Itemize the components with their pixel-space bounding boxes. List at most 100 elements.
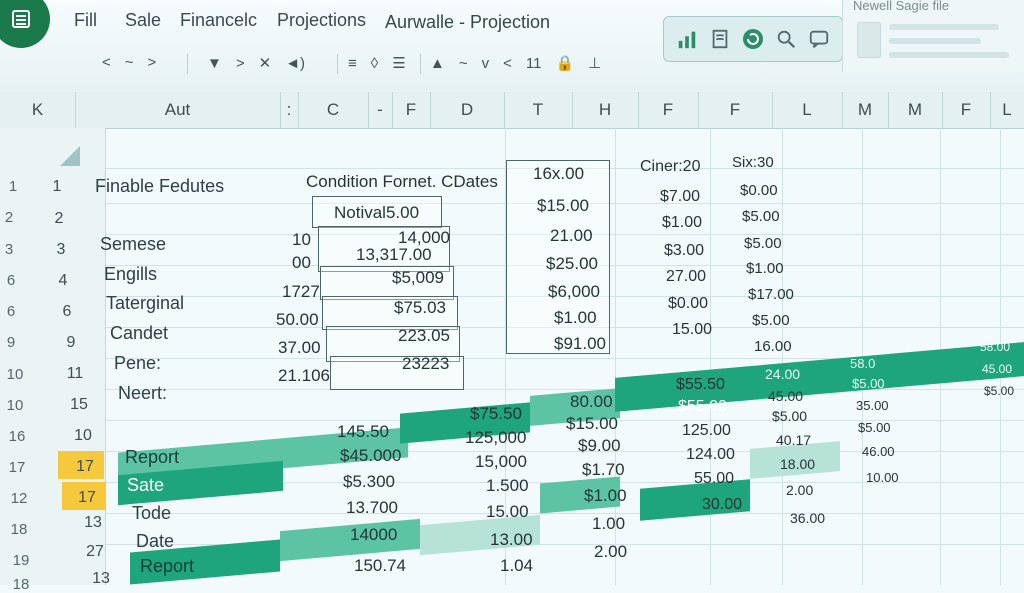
sheet-title-cell[interactable]: Finable Fedutes <box>95 176 225 196</box>
menu-file[interactable]: Fill <box>74 10 97 30</box>
refresh-icon[interactable] <box>741 27 765 51</box>
cell-value[interactable]: 18.00 <box>780 456 816 472</box>
fill-color-icon[interactable]: ◊ <box>370 54 379 72</box>
cell-value[interactable]: 1727 <box>282 282 320 301</box>
cell-value[interactable]: 21.00 <box>550 226 593 245</box>
cell-value[interactable]: 10 <box>292 230 311 249</box>
tilde-icon[interactable]: ~ <box>124 54 134 71</box>
cell-value[interactable]: $5.00 <box>742 208 780 225</box>
chevron-down-icon[interactable]: v <box>481 54 490 72</box>
document-icon[interactable] <box>708 27 732 51</box>
cell-value[interactable]: $5.00 <box>744 235 782 252</box>
select-all-corner[interactable] <box>60 146 80 166</box>
cell-value[interactable]: $15.00 <box>537 196 589 215</box>
cell-value[interactable]: 125.00 <box>682 422 731 439</box>
cell-value[interactable]: $9.00 <box>578 436 621 455</box>
row-number[interactable]: 11 <box>66 365 84 382</box>
cell-value[interactable]: $5.300 <box>343 472 395 491</box>
cell-value[interactable]: $25.00 <box>546 254 598 273</box>
cell-value[interactable]: $17.00 <box>748 286 794 303</box>
cell-value[interactable]: Notival5.00 <box>334 203 420 222</box>
cell-value[interactable]: $7.00 <box>660 188 701 205</box>
filter-icon[interactable]: ▼ <box>207 54 222 72</box>
cell-value[interactable]: 15.00 <box>672 321 713 338</box>
cell-value[interactable]: $5,009 <box>392 268 444 287</box>
ciner-header[interactable]: Ciner:20 <box>640 158 701 175</box>
column-header[interactable]: : <box>280 92 299 128</box>
row-number[interactable]: 6 <box>6 272 16 289</box>
row-number[interactable]: 13 <box>84 514 102 531</box>
speaker-icon[interactable]: ◄) <box>285 54 306 72</box>
cell-value[interactable]: $1.00 <box>662 214 703 231</box>
cell-value[interactable]: 00 <box>292 253 311 272</box>
list-icon[interactable]: ☰ <box>392 55 406 72</box>
row-label[interactable]: Neert: <box>118 383 168 403</box>
cell-value[interactable]: 10.00 <box>866 470 899 485</box>
column-header[interactable]: K <box>0 92 76 128</box>
cell-value[interactable]: 27.00 <box>666 268 707 285</box>
row-number[interactable]: 6 <box>6 303 16 320</box>
row-number[interactable]: 13 <box>92 570 110 587</box>
cell-value[interactable]: 125,000 <box>465 428 527 447</box>
cell-value[interactable]: $0.00 <box>668 295 709 312</box>
cell-value[interactable]: $1.00 <box>554 308 597 327</box>
column-header[interactable]: D <box>430 92 505 128</box>
cell-value[interactable]: $5.00 <box>858 420 891 435</box>
cell-value[interactable]: 16.00 <box>754 338 792 355</box>
column-header[interactable]: F <box>698 92 773 128</box>
row-number[interactable]: 6 <box>62 303 72 320</box>
row-number[interactable]: 2 <box>4 209 14 226</box>
row-number[interactable]: 27 <box>86 543 104 560</box>
cell-value[interactable]: 1.500 <box>486 476 529 495</box>
row-number[interactable]: 2 <box>54 210 64 227</box>
row-number[interactable]: 16 <box>8 428 26 445</box>
column-header[interactable]: T <box>504 92 573 128</box>
cell-value[interactable]: 15,000 <box>475 452 527 471</box>
cell-value[interactable]: 45.00 <box>982 362 1013 376</box>
cell-value[interactable]: $5.00 <box>984 384 1015 398</box>
cell-value[interactable]: $1.70 <box>582 460 625 479</box>
cell-value[interactable]: 58.0 <box>850 356 876 371</box>
close-icon[interactable]: ✕ <box>258 55 272 72</box>
back-arrow-icon[interactable]: < <box>102 54 111 71</box>
row-number[interactable]: 12 <box>10 490 28 507</box>
cell-value[interactable]: $5.00 <box>752 312 790 329</box>
condition-format-header[interactable]: Condition Fornet. CDates <box>306 172 498 191</box>
cell-value[interactable]: 124.00 <box>686 446 735 463</box>
cell-value[interactable]: $1.00 <box>584 486 627 505</box>
cell-value[interactable]: 145.50 <box>337 422 389 441</box>
cell-value[interactable]: 1.04 <box>500 556 534 575</box>
chevron-left-icon[interactable]: < <box>503 54 512 72</box>
warning-icon[interactable]: ▲ <box>430 54 445 72</box>
cell-value[interactable]: $55.50 <box>676 376 725 393</box>
font-size-field[interactable]: 11 <box>525 54 542 72</box>
cell-value[interactable]: 1.00 <box>592 514 626 533</box>
comment-icon[interactable] <box>807 27 831 51</box>
cell-value[interactable]: $1.00 <box>746 260 784 277</box>
cell-value[interactable]: 55.00 <box>694 470 735 487</box>
row-number[interactable]: 9 <box>6 334 16 351</box>
column-header[interactable]: L <box>772 92 843 128</box>
cell-value[interactable]: $6,000 <box>548 282 600 301</box>
cell-value[interactable]: 23223 <box>402 354 450 373</box>
align-icon[interactable]: ≡ <box>348 54 357 72</box>
cell-value[interactable]: 2.00 <box>594 542 628 561</box>
column-header[interactable]: - <box>368 92 393 128</box>
forward-arrow-icon[interactable]: > <box>147 54 157 71</box>
anchor-icon[interactable]: ⊥ <box>588 55 602 72</box>
cell-value[interactable]: 14,000 <box>398 228 450 247</box>
cell-value[interactable]: 50.00 <box>276 310 319 329</box>
row-number[interactable]: 3 <box>4 241 14 258</box>
cell-value[interactable]: $0.00 <box>740 182 778 199</box>
row-label[interactable]: Engills <box>104 264 158 284</box>
cell-value[interactable]: 150.74 <box>354 556 406 575</box>
row-number[interactable]: 4 <box>58 272 68 289</box>
cell-value[interactable]: 13.00 <box>490 530 533 549</box>
app-logo-icon[interactable] <box>0 0 50 48</box>
cell-value[interactable]: 2.00 <box>786 482 814 498</box>
cell-value[interactable]: 46.00 <box>862 444 895 459</box>
column-header[interactable]: M <box>888 92 943 128</box>
row-number[interactable]: 9 <box>66 334 76 351</box>
column-header[interactable]: C <box>298 92 369 128</box>
row-number[interactable]: 17 <box>78 489 96 506</box>
